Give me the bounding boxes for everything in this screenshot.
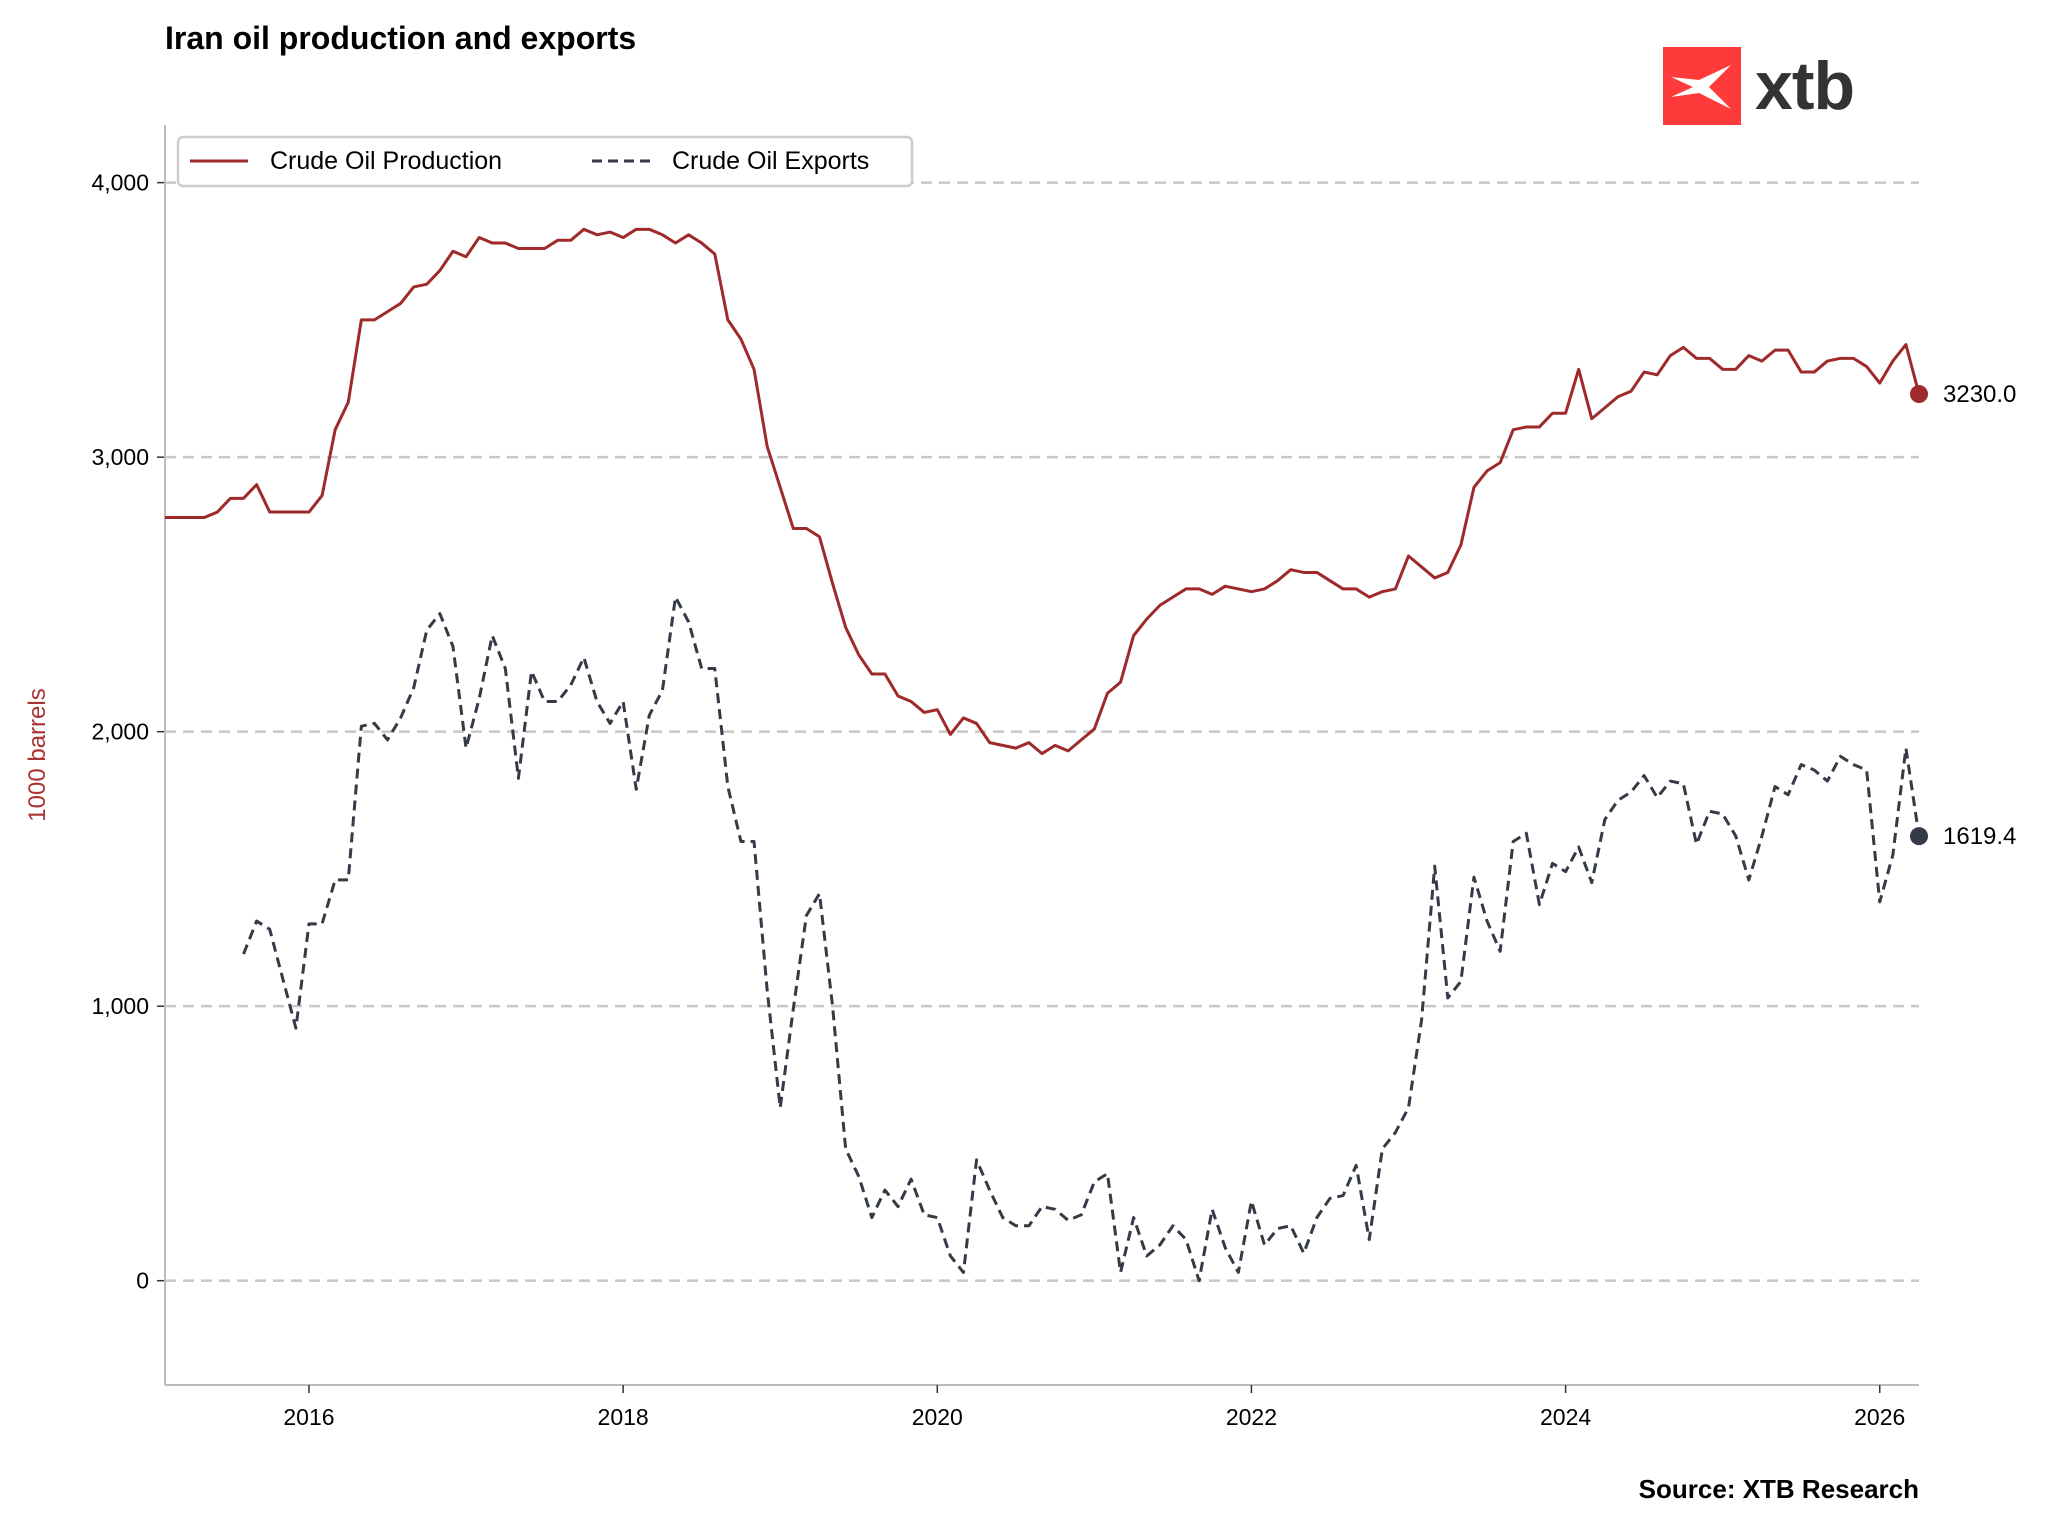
x-tick-label: 2020 [912,1404,963,1430]
series-line-production [165,227,1921,756]
y-tick-label: 0 [136,1268,149,1294]
legend-label: Crude Oil Production [270,147,502,175]
xtb-logo: xtb [1663,47,1855,125]
x-tick-label: 2016 [283,1404,334,1430]
y-tick-label: 4,000 [91,170,149,196]
legend-label: Crude Oil Exports [672,147,869,175]
x-tick-label: 2022 [1226,1404,1277,1430]
series-line-exports [242,595,1921,1283]
y-tick-label: 3,000 [91,444,149,470]
last-value-label: 3230.0 [1943,381,2016,408]
x-tick-label: 2024 [1540,1404,1591,1430]
x-tick-label: 2026 [1854,1404,1905,1430]
xtb-logo-mark-icon [1663,47,1741,125]
y-axis-label: 1000 barrels [24,688,51,821]
xtb-logo-text: xtb [1755,48,1855,124]
source-note: Source: XTB Research [1638,1474,1919,1504]
last-value-marker [1910,827,1928,846]
x-tick-label: 2018 [598,1404,649,1430]
y-tick-label: 2,000 [91,719,149,745]
legend [176,135,914,188]
y-tick-label: 1,000 [91,993,149,1019]
chart-title: Iran oil production and exports [165,20,637,56]
last-value-marker [1910,385,1928,404]
last-value-label: 1619.4 [1943,823,2016,850]
